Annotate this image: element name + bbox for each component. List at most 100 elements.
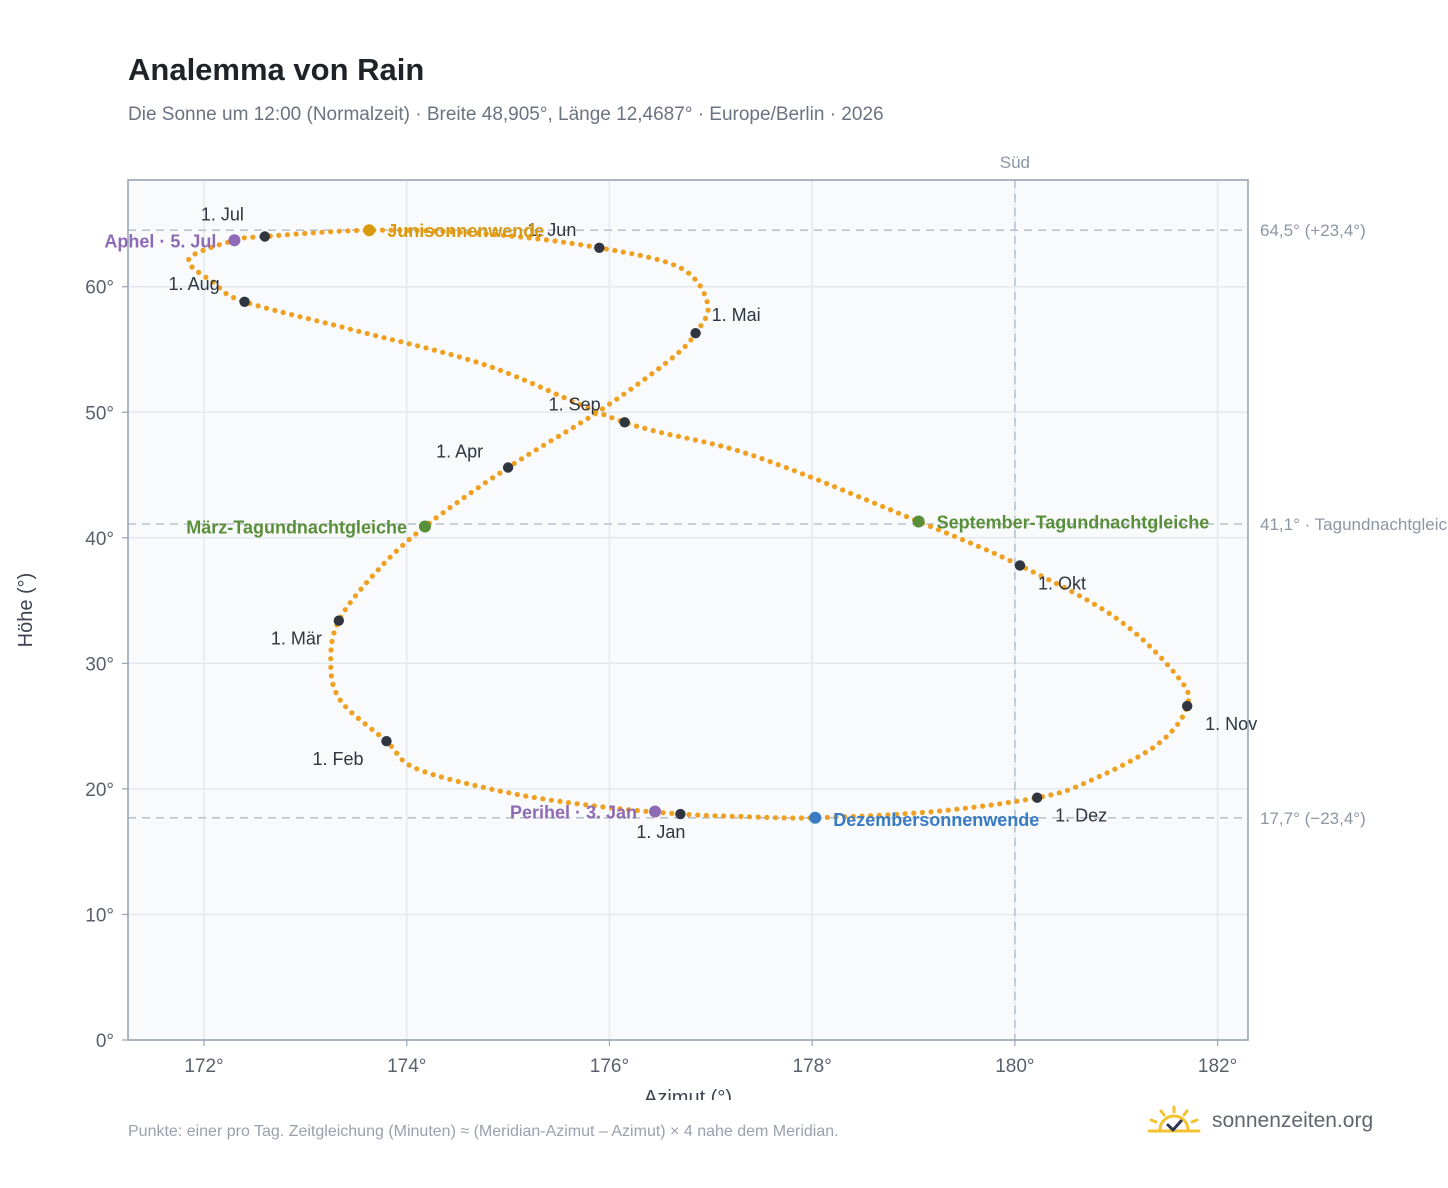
day-point: [1127, 758, 1133, 764]
day-point: [399, 757, 405, 763]
month-label: 1. Feb: [312, 749, 363, 769]
month-label: 1. Jul: [201, 204, 244, 224]
special-point-label: Aphel · 5. Jul: [104, 231, 216, 251]
reference-line-label: 64,5° (+23,4°): [1260, 221, 1366, 240]
day-point: [675, 433, 682, 439]
day-point: [764, 814, 770, 821]
special-point: [809, 811, 822, 824]
day-point: [509, 233, 515, 239]
day-point: [775, 462, 781, 468]
day-point: [489, 786, 495, 792]
day-point: [791, 468, 798, 474]
day-point: [642, 425, 648, 431]
day-point: [553, 391, 559, 397]
analemma-chart: 64,5° (+23,4°) 41,1° · Tagundnachtgleiche…: [15, 153, 1448, 1100]
day-point: [755, 814, 761, 820]
day-point: [701, 291, 707, 297]
day-point: [599, 406, 606, 412]
day-point: [406, 341, 412, 347]
day-point: [533, 447, 539, 453]
day-point: [570, 424, 576, 431]
month-label: 1. Aug: [169, 274, 220, 294]
day-point: [1134, 631, 1140, 637]
day-point: [911, 810, 917, 816]
day-point: [347, 326, 353, 332]
day-point: [893, 811, 900, 817]
day-point: [376, 732, 382, 738]
day-point: [272, 307, 278, 313]
day-point: [1069, 589, 1075, 595]
reference-line-label: 17,7° (−23,4°): [1260, 809, 1366, 828]
day-point: [563, 429, 569, 435]
day-point: [959, 537, 966, 543]
day-point: [461, 494, 467, 501]
day-point: [561, 395, 567, 401]
day-point: [1179, 714, 1185, 720]
day-point: [634, 807, 640, 814]
day-point: [593, 408, 599, 414]
day-point: [1181, 682, 1187, 688]
day-point: [423, 228, 429, 234]
day-point: [637, 252, 643, 258]
month-point: [1181, 700, 1193, 712]
x-tick-label: 178°: [793, 1056, 832, 1077]
day-point: [1169, 728, 1175, 734]
day-point: [850, 813, 856, 820]
month-point: [675, 808, 686, 820]
day-point: [629, 251, 635, 257]
day-point: [369, 573, 375, 579]
day-point: [481, 362, 487, 368]
day-point: [440, 228, 446, 234]
day-point: [1076, 593, 1083, 599]
day-point: [302, 230, 308, 236]
day-point: [1127, 626, 1133, 632]
special-point: [228, 234, 241, 247]
special-points: Junisonnenwende Dezembersonnenwende März-T…: [104, 221, 1209, 830]
day-point: [734, 447, 741, 454]
day-point: [555, 433, 562, 439]
day-point: [483, 231, 489, 237]
day-point: [678, 265, 685, 271]
day-point: [701, 439, 707, 445]
day-point: [449, 229, 455, 235]
day-point: [192, 251, 198, 257]
y-axis-label: Höhe (°): [15, 573, 37, 648]
day-point: [514, 374, 520, 380]
day-point: [328, 647, 334, 653]
y-tick-label: 60°: [85, 278, 114, 299]
day-point: [621, 391, 627, 397]
day-point: [1080, 781, 1087, 787]
day-point: [440, 349, 446, 355]
brand[interactable]: sonnenzeiten.org: [1146, 1104, 1373, 1138]
month-point: [1031, 792, 1043, 803]
day-point: [414, 766, 420, 772]
day-point: [669, 810, 675, 817]
special-point-label: März-Tagundnachtgleiche: [186, 518, 407, 538]
day-point: [1038, 573, 1044, 579]
day-point: [614, 396, 620, 402]
day-point: [480, 784, 486, 791]
day-point: [456, 354, 462, 360]
day-point: [189, 264, 195, 270]
day-point: [988, 802, 994, 808]
day-point: [440, 510, 446, 516]
chart-subtitle: Die Sonne um 12:00 (Normalzeit) · Breite…: [128, 104, 884, 125]
day-point: [394, 750, 400, 756]
day-point: [466, 230, 472, 236]
month-label: 1. Jan: [636, 822, 685, 842]
day-point: [349, 710, 355, 716]
day-point: [983, 547, 990, 553]
day-point: [511, 460, 517, 467]
day-point: [319, 229, 325, 235]
day-point: [381, 560, 387, 567]
day-point: [448, 351, 454, 358]
day-point: [577, 402, 583, 408]
day-point: [250, 234, 256, 240]
day-point: [1073, 784, 1079, 790]
day-point: [565, 800, 572, 806]
month-point: [259, 231, 271, 242]
day-point: [438, 774, 444, 780]
day-point: [1007, 558, 1013, 564]
plot-area: [128, 180, 1248, 1040]
day-point: [433, 515, 439, 521]
